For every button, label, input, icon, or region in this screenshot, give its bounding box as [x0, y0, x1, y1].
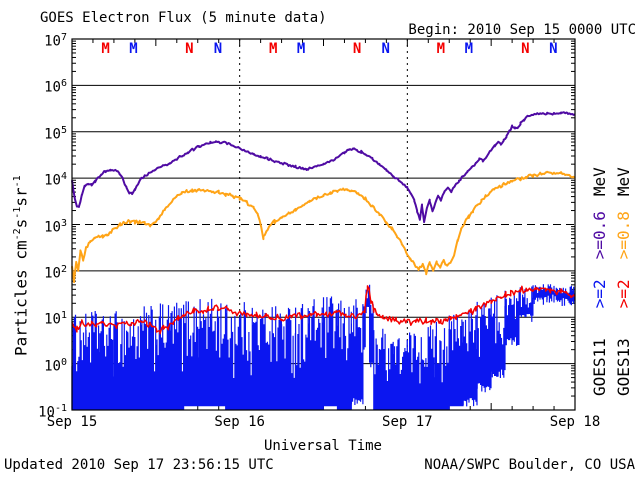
- local-time-marker-n-3: N: [213, 41, 223, 57]
- local-time-marker-n-7: N: [381, 41, 390, 57]
- local-time-marker-m-5: M: [296, 41, 306, 57]
- legend-entry-goes11-2mev: >=2: [590, 279, 609, 309]
- begin-timestamp: Begin: 2010 Sep 15 0000 UTC: [408, 22, 636, 38]
- y-tick-label-1e7: 107: [44, 32, 67, 50]
- y-tick-label-1e6: 106: [44, 78, 67, 97]
- legend-satellite-goes11: GOES11: [590, 338, 609, 396]
- y-tick-label-1e5: 105: [44, 124, 67, 143]
- local-time-marker-m-8: M: [436, 41, 446, 57]
- legend-satellite-goes13: GOES13: [614, 338, 633, 396]
- x-tick-label-sep-17: Sep 17: [382, 414, 433, 430]
- updated-timestamp: Updated 2010 Sep 17 23:56:15 UTC: [4, 457, 274, 473]
- local-time-marker-m-0: M: [101, 41, 110, 57]
- local-time-marker-m-9: M: [464, 41, 474, 57]
- y-tick-label-1e4: 104: [44, 171, 67, 189]
- y-tick-label-1e3: 103: [44, 217, 67, 236]
- legend-unit-goes11: MeV: [590, 167, 609, 197]
- legend-column-goes13: GOES13 >=2 >=0.8 MeV: [614, 167, 633, 396]
- local-time-marker-n-2: N: [185, 41, 194, 57]
- x-tick-label-sep-16: Sep 16: [214, 414, 265, 430]
- local-time-marker-n-11: N: [549, 41, 558, 57]
- x-tick-label-sep-18: Sep 18: [549, 414, 601, 430]
- y-tick-label-1e0: 100: [44, 356, 67, 375]
- x-axis-label: Universal Time: [263, 438, 382, 454]
- chart-title: GOES Electron Flux (5 minute data): [40, 10, 327, 26]
- legend-unit-goes13: MeV: [614, 167, 633, 197]
- local-time-marker-n-10: N: [521, 41, 530, 57]
- legend-entry-goes11-sub-mev: >=0.6: [590, 211, 609, 260]
- local-time-marker-n-6: N: [352, 41, 362, 57]
- x-tick-label-sep-15: Sep 15: [46, 414, 98, 430]
- y-tick-label-1e2: 102: [44, 263, 67, 282]
- local-time-marker-m-4: M: [268, 41, 278, 57]
- legend-entry-goes13-2mev: >=2: [614, 279, 633, 309]
- credit-text: NOAA/SWPC Boulder, CO USA: [424, 457, 635, 473]
- legend-column-goes11: GOES11 >=2 >=0.6 MeV: [590, 167, 609, 396]
- local-time-marker-m-1: M: [129, 41, 138, 57]
- y-tick-label-1e-1: 10-1: [38, 403, 67, 421]
- legend-entry-goes13-sub-mev: >=0.8: [614, 211, 633, 260]
- y-tick-label-1e1: 101: [44, 310, 67, 328]
